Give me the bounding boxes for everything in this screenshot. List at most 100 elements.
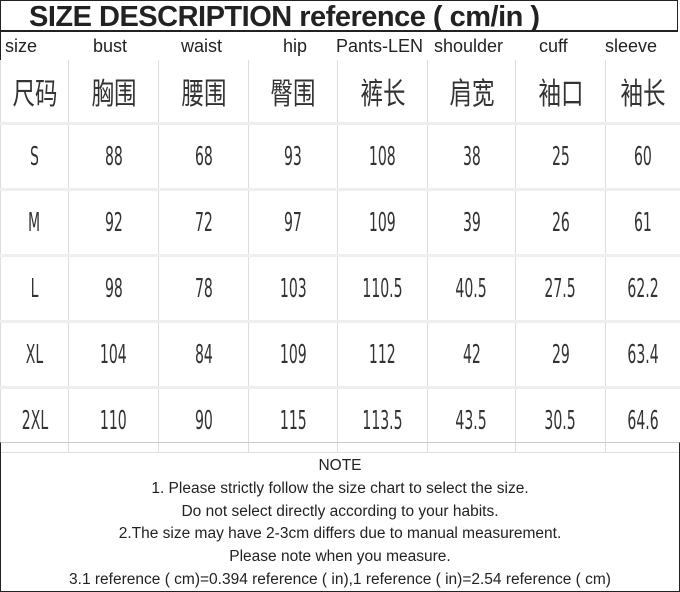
table-cell: 84 xyxy=(158,320,249,388)
size-table: 尺码 胸围 腰围 臀围 裤长 肩宽 袖口 袖长 S 88 68 93 108 38 25 60 M 92 72 97 1… xyxy=(0,60,680,453)
table-cell: 72 xyxy=(158,188,249,256)
table-cell: 臀围 xyxy=(248,60,338,124)
cell-text: 72 xyxy=(194,207,213,238)
cell-text: 108 xyxy=(369,141,396,172)
cell-text: 尺码 xyxy=(12,77,57,112)
cell-text: L xyxy=(30,273,39,304)
table-cell: 26 xyxy=(515,188,606,256)
table-cell: 尺码 xyxy=(0,60,69,124)
chinese-header-row: 尺码 胸围 腰围 臀围 裤长 肩宽 袖口 袖长 xyxy=(0,60,680,124)
note-line: 3.1 reference ( cm)=0.394 reference ( in… xyxy=(69,570,611,588)
table-cell: 109 xyxy=(337,188,428,256)
header-pants-len: Pants-LEN xyxy=(336,36,424,56)
cell-text: 90 xyxy=(194,405,213,436)
table-cell: 2XL xyxy=(0,386,69,453)
table-cell: 61 xyxy=(605,188,680,256)
table-cell: 88 xyxy=(68,122,159,190)
table-cell: 27.5 xyxy=(515,254,606,322)
cell-text: 109 xyxy=(369,207,396,238)
header-bust: bust xyxy=(93,36,128,56)
cell-text: 93 xyxy=(284,141,302,172)
table-cell: 25 xyxy=(515,122,606,190)
table-cell: 29 xyxy=(515,320,606,388)
table-cell: 97 xyxy=(248,188,338,256)
table-cell: 68 xyxy=(158,122,249,190)
cell-text: 39 xyxy=(462,207,481,238)
table-cell: 腰围 xyxy=(158,60,249,124)
cell-text: 26 xyxy=(551,207,570,238)
table-cell: 62.2 xyxy=(605,254,680,322)
cell-text: 2XL xyxy=(21,405,48,436)
table-cell: 98 xyxy=(68,254,159,322)
cell-text: 腰围 xyxy=(181,77,226,112)
cell-text: 109 xyxy=(279,339,307,370)
table-cell: S xyxy=(0,122,69,190)
cell-text: 胸围 xyxy=(91,77,136,112)
table-cell: 103 xyxy=(248,254,338,322)
table-cell: L xyxy=(0,254,69,322)
table-cell: 43.5 xyxy=(427,386,516,453)
table-cell: 92 xyxy=(68,188,159,256)
header-waist: waist xyxy=(181,36,223,56)
cell-text: 27.5 xyxy=(544,273,577,304)
table-row: S 88 68 93 108 38 25 60 xyxy=(0,122,680,190)
note-line: Do not select directly according to your… xyxy=(181,502,499,520)
cell-text: 115 xyxy=(279,405,307,436)
table-cell: 裤长 xyxy=(337,60,428,124)
table-cell: 109 xyxy=(248,320,338,388)
header-hip: hip xyxy=(283,36,308,56)
table-cell: 110 xyxy=(68,386,159,453)
cell-text: 78 xyxy=(194,273,213,304)
table-cell: 63.4 xyxy=(605,320,680,388)
note-heading: NOTE xyxy=(318,457,362,474)
cell-text: 98 xyxy=(104,273,123,304)
header-size: size xyxy=(5,36,38,56)
table-cell: 108 xyxy=(337,122,428,190)
cell-text: 97 xyxy=(284,207,302,238)
table-cell: 60 xyxy=(605,122,680,190)
cell-text: 104 xyxy=(100,339,127,370)
cell-text: 92 xyxy=(104,207,123,238)
cell-text: M xyxy=(28,207,41,238)
table-cell: XL xyxy=(0,320,69,388)
table-cell: M xyxy=(0,188,69,256)
table-cell: 30.5 xyxy=(515,386,606,453)
table-cell: 40.5 xyxy=(427,254,516,322)
cell-text: 25 xyxy=(551,141,570,172)
cell-text: 裤长 xyxy=(360,77,405,112)
chart-title: SIZE DESCRIPTION reference ( cm/in ) xyxy=(0,0,678,33)
note-line: 1. Please strictly follow the size chart… xyxy=(151,479,529,497)
cell-text: 103 xyxy=(279,273,307,304)
cell-text: 38 xyxy=(462,141,481,172)
cell-text: XL xyxy=(25,339,44,370)
table-cell: 112 xyxy=(337,320,428,388)
cell-text: 29 xyxy=(551,339,570,370)
cell-text: 40.5 xyxy=(455,273,488,304)
header-cuff: cuff xyxy=(539,36,568,56)
cell-text: 110 xyxy=(100,405,127,436)
cell-text: 113.5 xyxy=(362,405,403,436)
cell-text: 袖长 xyxy=(620,77,666,112)
cell-text: 68 xyxy=(194,141,213,172)
cell-text: 84 xyxy=(194,339,213,370)
table-cell: 袖口 xyxy=(515,60,606,124)
cell-text: 30.5 xyxy=(544,405,577,436)
cell-text: 42 xyxy=(462,339,481,370)
table-cell: 肩宽 xyxy=(427,60,516,124)
table-row: L 98 78 103 110.5 40.5 27.5 62.2 xyxy=(0,254,680,322)
table-cell: 42 xyxy=(427,320,516,388)
cell-text: 袖口 xyxy=(538,77,583,112)
note-section: NOTE 1. Please strictly follow the size … xyxy=(0,442,680,592)
table-row: M 92 72 97 109 39 26 61 xyxy=(0,188,680,256)
cell-text: 64.6 xyxy=(627,405,659,436)
table-cell: 78 xyxy=(158,254,249,322)
cell-text: 60 xyxy=(634,141,652,172)
table-cell: 93 xyxy=(248,122,338,190)
table-row: 2XL 110 90 115 113.5 43.5 30.5 64.6 xyxy=(0,386,680,453)
table-cell: 袖长 xyxy=(605,60,680,124)
header-shoulder: shoulder xyxy=(434,36,504,56)
cell-text: 臀围 xyxy=(270,77,316,112)
table-cell: 胸围 xyxy=(68,60,159,124)
cell-text: 110.5 xyxy=(362,273,403,304)
